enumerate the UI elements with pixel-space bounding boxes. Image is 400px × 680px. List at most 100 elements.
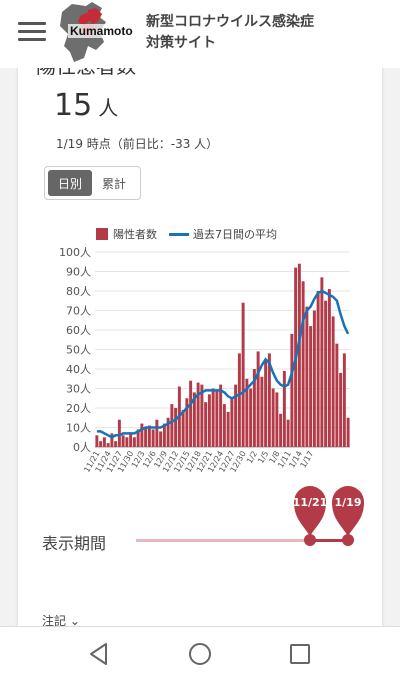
recents-icon[interactable] bbox=[287, 641, 313, 667]
daily-cases-bar[interactable] bbox=[226, 411, 230, 447]
daily-cases-bar[interactable] bbox=[106, 443, 110, 447]
y-tick-label: 20人 bbox=[66, 402, 91, 415]
daily-cases-bar[interactable] bbox=[102, 437, 106, 447]
daily-cases-bar[interactable] bbox=[155, 419, 159, 447]
notes-label: 注記 bbox=[42, 614, 67, 628]
daily-cases-bar[interactable] bbox=[189, 380, 193, 447]
daily-cases-bar[interactable] bbox=[324, 300, 328, 447]
daily-cases-bar[interactable] bbox=[95, 435, 99, 447]
daily-cases-bar[interactable] bbox=[174, 408, 178, 447]
period-end-handle[interactable] bbox=[342, 534, 354, 546]
daily-cases-bar[interactable] bbox=[185, 398, 189, 447]
daily-cases-bar[interactable] bbox=[252, 369, 256, 447]
daily-cases-bar[interactable] bbox=[132, 437, 136, 447]
daily-cases-bar[interactable] bbox=[320, 277, 324, 447]
daily-cases-bar[interactable] bbox=[305, 306, 309, 447]
daily-cases-bar[interactable] bbox=[256, 351, 260, 447]
daily-cases-bar[interactable] bbox=[181, 409, 185, 447]
daily-cases-bar[interactable] bbox=[110, 433, 114, 447]
back-icon[interactable] bbox=[86, 641, 112, 667]
daily-cases-bar[interactable] bbox=[346, 417, 350, 447]
daily-cases-bar[interactable] bbox=[166, 417, 170, 447]
daily-cases-bar[interactable] bbox=[237, 353, 241, 447]
cases-chart: 0人 10人 20人 30人 40人 50人 60人 70人 80人 90人 100人 11/21 1… bbox=[59, 246, 364, 546]
daily-cases-bar[interactable] bbox=[159, 431, 163, 447]
daily-cases-bar[interactable] bbox=[140, 423, 144, 447]
daily-cases-bar[interactable] bbox=[241, 302, 245, 447]
y-tick-label: 100人 bbox=[59, 246, 91, 259]
daily-cases-bar[interactable] bbox=[312, 310, 316, 448]
menu-icon[interactable] bbox=[18, 22, 46, 44]
daily-cases-bar[interactable] bbox=[207, 394, 211, 447]
daily-cases-bar[interactable] bbox=[267, 353, 271, 447]
daily-cases-bar[interactable] bbox=[192, 392, 196, 447]
daily-cases-bar[interactable] bbox=[136, 429, 140, 447]
y-tick-label: 70人 bbox=[66, 305, 91, 318]
period-end-label: 1/19 bbox=[335, 496, 362, 509]
period-label: 表示期間 bbox=[42, 534, 107, 553]
period-end-pin[interactable]: 1/19 bbox=[332, 486, 364, 536]
daily-cases-bar[interactable] bbox=[339, 372, 343, 447]
period-start-pin[interactable]: 11/21 bbox=[293, 486, 328, 536]
daily-cases-bar[interactable] bbox=[151, 429, 155, 447]
toggle-daily[interactable]: 日別 bbox=[48, 170, 92, 196]
daily-cases-bar[interactable] bbox=[144, 427, 148, 448]
view-toggle: 日別 累計 bbox=[44, 166, 141, 200]
daily-cases-bar[interactable] bbox=[286, 419, 290, 447]
daily-cases-bar[interactable] bbox=[129, 433, 133, 447]
daily-cases-bar[interactable] bbox=[271, 388, 275, 448]
daily-cases-bar[interactable] bbox=[309, 326, 313, 447]
period-start-handle[interactable] bbox=[304, 534, 316, 546]
site-title[interactable]: 新型コロナウイルス感染症 対策サイト bbox=[146, 12, 314, 54]
daily-cases-bar[interactable] bbox=[121, 435, 125, 447]
daily-cases-bar[interactable] bbox=[204, 402, 208, 447]
daily-cases-bar[interactable] bbox=[290, 333, 294, 447]
daily-cases-bar[interactable] bbox=[147, 425, 151, 447]
y-tick-label: 0人 bbox=[73, 441, 91, 454]
daily-cases-bar[interactable] bbox=[230, 398, 234, 447]
daily-cases-bar[interactable] bbox=[327, 289, 331, 447]
daily-cases-bar[interactable] bbox=[196, 382, 200, 447]
daily-cases-bar[interactable] bbox=[222, 404, 226, 447]
daily-cases-bar[interactable] bbox=[331, 316, 335, 447]
logo-text: Kumamoto bbox=[68, 24, 135, 38]
home-icon[interactable] bbox=[187, 641, 213, 667]
daily-cases-bar[interactable] bbox=[301, 281, 305, 447]
daily-cases-bar[interactable] bbox=[249, 388, 253, 448]
y-tick-label: 30人 bbox=[66, 383, 91, 396]
daily-cases-bar[interactable] bbox=[219, 384, 223, 447]
daily-cases-bar[interactable] bbox=[316, 291, 320, 447]
notes-toggle[interactable]: 注記 ⌄ bbox=[42, 612, 80, 629]
daily-cases-bar[interactable] bbox=[215, 390, 219, 447]
period-slider-range bbox=[310, 539, 348, 542]
daily-cases-bar[interactable] bbox=[279, 413, 283, 447]
daily-cases-bar[interactable] bbox=[211, 388, 215, 448]
daily-cases-bar[interactable] bbox=[335, 343, 339, 447]
daily-cases-bar[interactable] bbox=[245, 378, 249, 447]
daily-cases-bar[interactable] bbox=[260, 376, 264, 447]
y-tick-label: 60人 bbox=[66, 324, 91, 337]
daily-cases-bar[interactable] bbox=[264, 359, 268, 447]
daily-cases-bar[interactable] bbox=[234, 384, 238, 447]
daily-cases-bar[interactable] bbox=[342, 353, 346, 447]
y-tick-label: 50人 bbox=[66, 344, 91, 357]
daily-cases-bar[interactable] bbox=[117, 419, 121, 447]
daily-cases-bar[interactable] bbox=[200, 384, 204, 447]
legend-bars-label: 陽性者数 bbox=[113, 228, 157, 241]
daily-cases-bar[interactable] bbox=[282, 370, 286, 447]
daily-cases-bar[interactable] bbox=[114, 441, 118, 447]
chevron-down-icon: ⌄ bbox=[69, 614, 80, 628]
legend-bar-swatch bbox=[96, 228, 108, 240]
period-slider-track bbox=[136, 539, 348, 542]
toggle-cumulative[interactable]: 累計 bbox=[101, 176, 126, 191]
chart-legend: 陽性者数 過去7日間の平均 bbox=[96, 226, 277, 242]
positive-count: 15 人 bbox=[54, 88, 118, 123]
daily-cases-bar[interactable] bbox=[297, 263, 301, 447]
daily-cases-bar[interactable] bbox=[125, 437, 129, 447]
positive-count-unit: 人 bbox=[98, 96, 119, 120]
daily-cases-bar[interactable] bbox=[99, 441, 103, 447]
daily-cases-bar[interactable] bbox=[275, 392, 279, 447]
daily-cases-bar[interactable] bbox=[162, 423, 166, 447]
legend-line-label: 過去7日間の平均 bbox=[193, 228, 277, 241]
daily-cases-bar[interactable] bbox=[170, 404, 174, 447]
